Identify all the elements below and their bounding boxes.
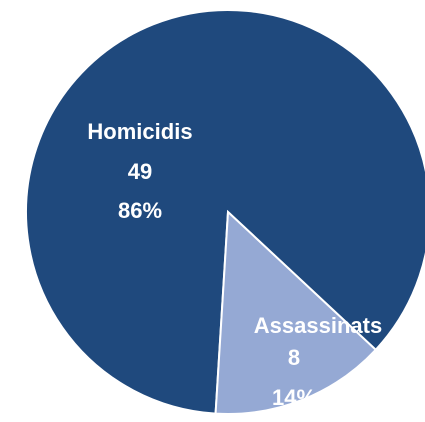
slice-label-assassinats-percent: 14% xyxy=(272,385,316,410)
labels-layer: Homicidis 49 86% Assassinats 8 14% xyxy=(87,119,382,410)
slice-label-homicidis-percent: 86% xyxy=(118,198,162,223)
slice-label-homicidis-value: 49 xyxy=(128,159,152,184)
slice-label-homicidis-name: Homicidis xyxy=(87,119,192,144)
slices-layer xyxy=(24,9,425,415)
slice-label-assassinats-value: 8 xyxy=(288,345,300,370)
pie-slice-assassinats xyxy=(214,209,378,415)
slice-label-assassinats-name: Assassinats xyxy=(254,313,382,338)
pie-slice-homicidis xyxy=(24,9,425,415)
